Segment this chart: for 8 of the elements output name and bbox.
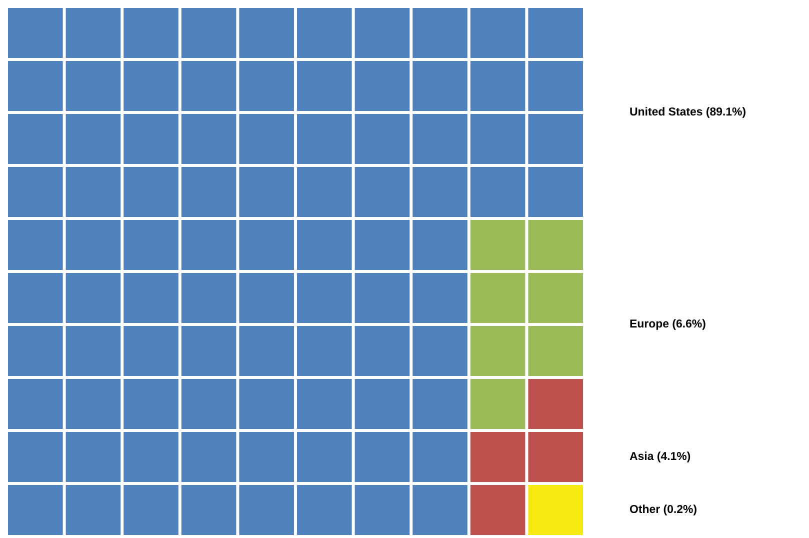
data-label: (6.6%) [672,319,706,330]
category-label: United States [630,107,702,116]
category-label: Other [630,504,660,514]
data-label: (4.1%) [657,452,690,462]
category-label: Asia [630,452,654,460]
category-label: Europe [630,320,669,330]
data-label: (89.1%) [706,107,746,118]
data-label: (0.2%) [664,504,696,516]
